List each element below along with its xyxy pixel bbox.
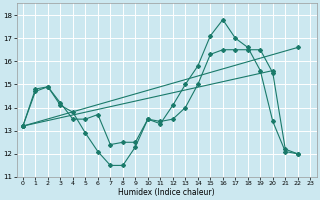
X-axis label: Humidex (Indice chaleur): Humidex (Indice chaleur) — [118, 188, 215, 197]
